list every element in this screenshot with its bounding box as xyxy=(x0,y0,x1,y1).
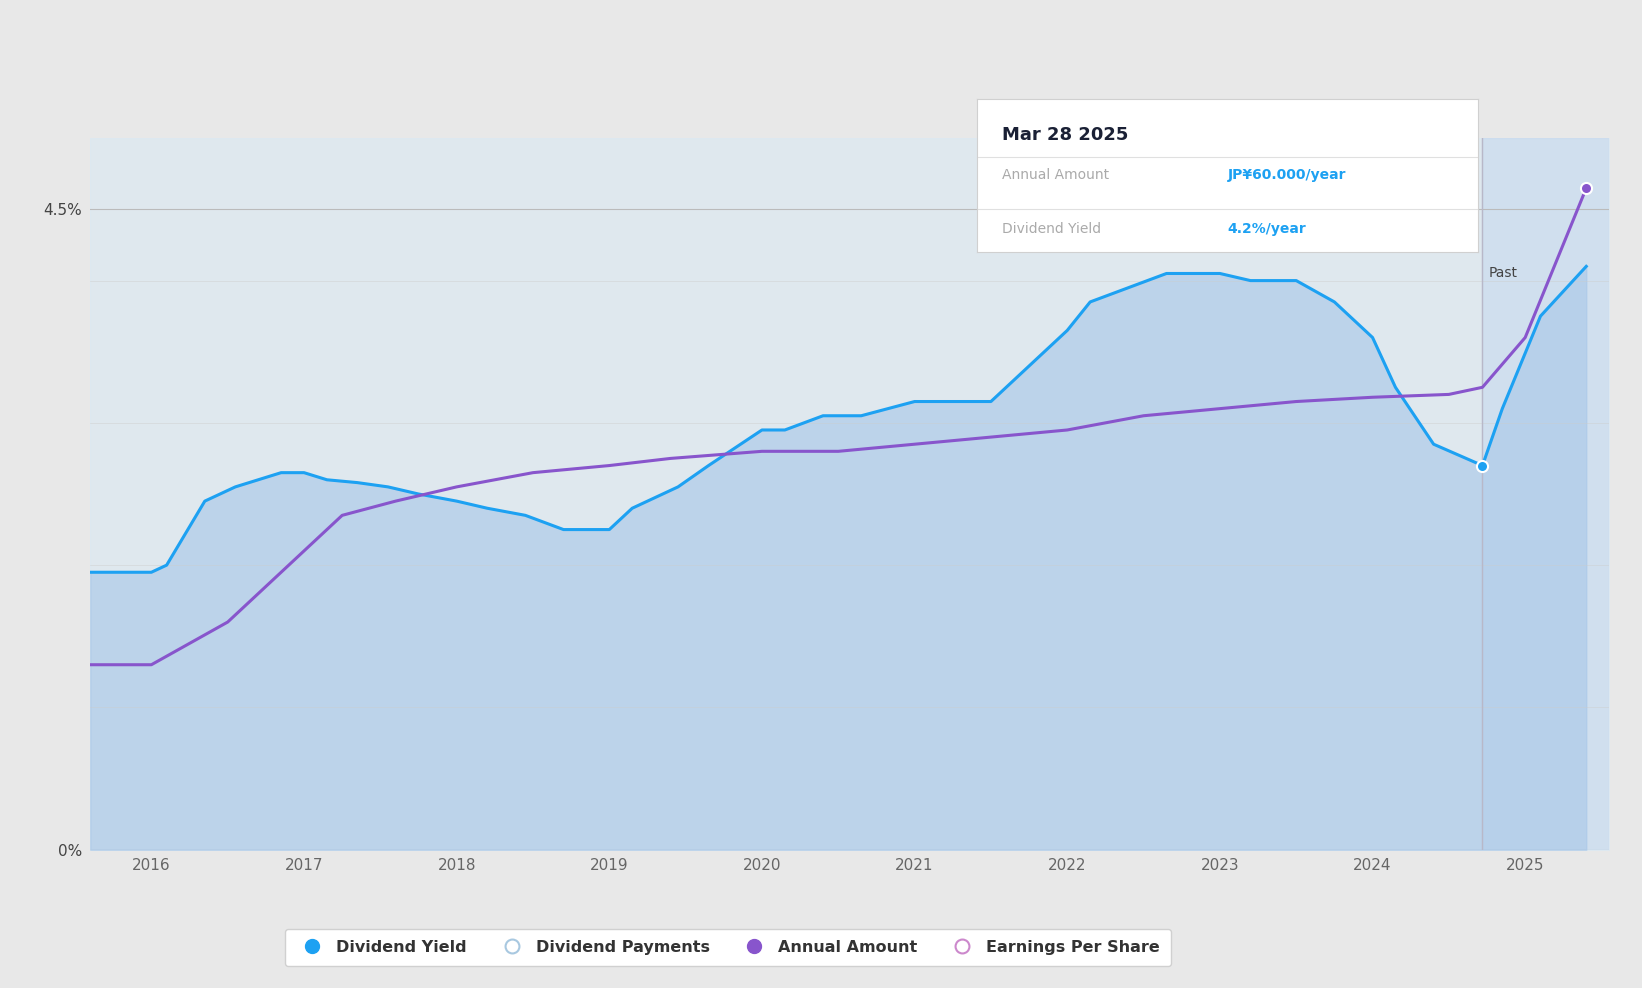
Legend: Dividend Yield, Dividend Payments, Annual Amount, Earnings Per Share: Dividend Yield, Dividend Payments, Annua… xyxy=(286,929,1171,966)
Text: Dividend Yield: Dividend Yield xyxy=(1002,222,1102,236)
Text: 4.2%/year: 4.2%/year xyxy=(1227,222,1305,236)
Text: JP¥60.000/year: JP¥60.000/year xyxy=(1227,168,1346,183)
Text: Mar 28 2025: Mar 28 2025 xyxy=(1002,126,1128,144)
Bar xyxy=(1483,138,1609,850)
Text: Annual Amount: Annual Amount xyxy=(1002,168,1108,183)
Text: Past: Past xyxy=(1489,267,1517,281)
